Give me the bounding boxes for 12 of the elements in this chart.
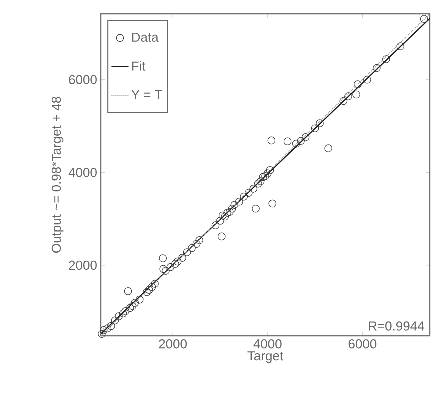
- legend-label: Y = T: [132, 90, 162, 100]
- y-tick-label: 6000: [69, 75, 97, 84]
- y-tick-label: 2000: [69, 260, 97, 270]
- x-tick-label: 6000: [348, 340, 377, 349]
- y-axis-title: Output ~= 0.98*Target + 48: [52, 96, 64, 253]
- x-tick-label: 4000: [254, 340, 282, 349]
- y-tick-label: 4000: [68, 168, 97, 178]
- annotation: R=0.9944: [369, 322, 424, 331]
- legend-label: Fit: [132, 61, 146, 71]
- legend-label: Data: [132, 32, 159, 42]
- x-axis-title: Target: [248, 352, 284, 364]
- x-tick-label: 2000: [159, 340, 188, 349]
